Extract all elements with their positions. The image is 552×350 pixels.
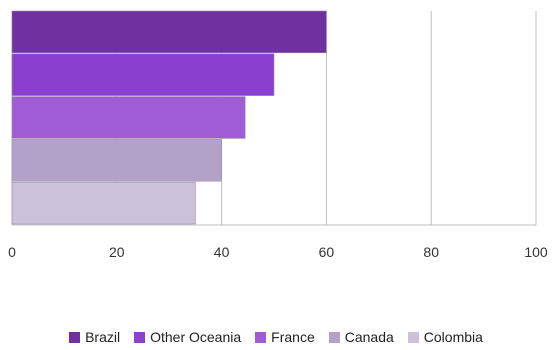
x-axis: 0 20 40 60 80 100 [8,224,548,260]
bar-france [11,96,246,139]
legend-label: Other Oceania [150,329,242,345]
legend-item: Brazil [69,329,120,345]
x-tick-label: 80 [423,244,439,260]
legend-item: Other Oceania [134,329,241,345]
x-tick-label: 100 [524,244,548,260]
x-tick-label: 60 [319,244,335,260]
bar-canada [11,139,222,182]
legend-swatch [407,331,419,343]
legend-item: Canada [328,329,394,345]
x-tick-label: 40 [214,244,230,260]
legend-label: Canada [344,329,394,345]
bar-other-oceania [11,53,275,96]
x-tick-label: 20 [109,244,125,260]
bar-colombia [11,181,196,225]
legend-swatch [255,331,267,343]
legend-item: Colombia [407,329,483,345]
bar-brazil [11,10,327,54]
legend: Brazil Other Oceania France Canada Colombia [0,326,552,348]
x-tick-label: 0 [8,244,16,260]
bar-chart: 0 20 40 60 80 100 [8,10,548,260]
legend-swatch [328,331,340,343]
bars [11,10,327,225]
legend-label: France [271,329,315,345]
legend-label: Brazil [85,329,121,345]
legend-swatch [69,331,81,343]
legend-item: France [255,329,315,345]
legend-swatch [134,331,146,343]
legend-label: Colombia [423,329,483,345]
